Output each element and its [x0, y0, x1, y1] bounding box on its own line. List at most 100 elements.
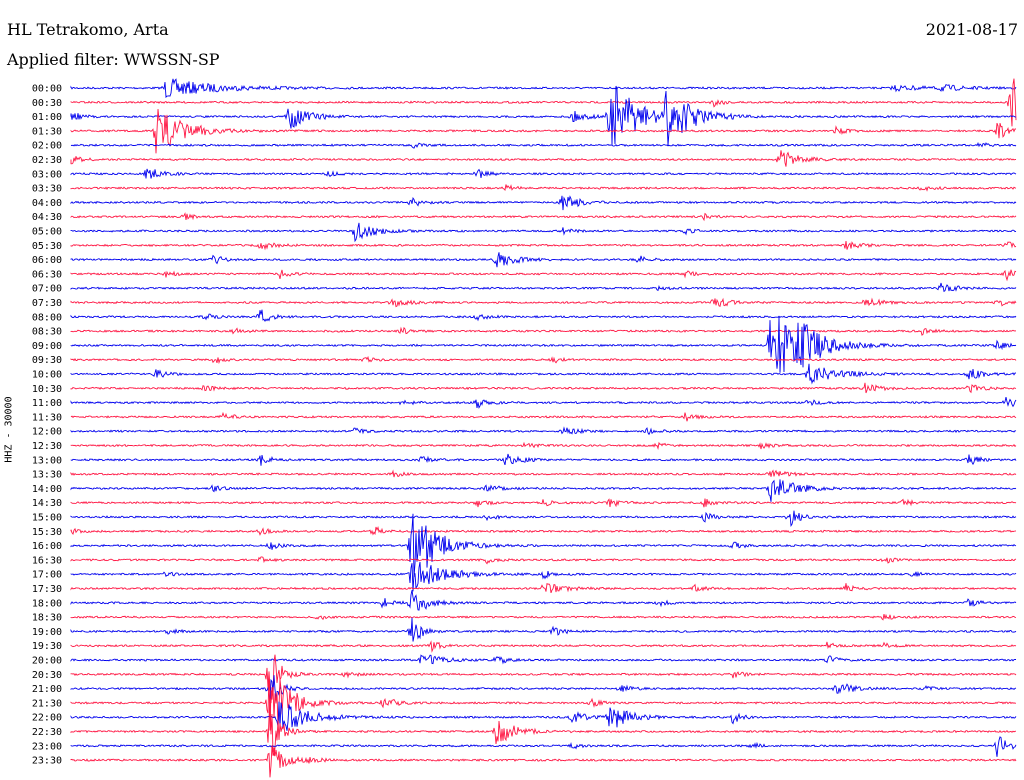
time-tick-label: 03:00 [32, 169, 62, 180]
time-tick-label: 16:30 [32, 555, 62, 566]
seismic-trace [70, 109, 1016, 154]
time-tick-label: 07:00 [32, 284, 62, 295]
time-tick-label: 10:00 [32, 370, 62, 381]
seismic-trace [70, 309, 1017, 323]
time-tick-label: 09:30 [32, 355, 62, 366]
time-tick-label: 14:30 [32, 498, 62, 509]
seismic-trace [70, 150, 1017, 167]
seismic-trace [70, 654, 1017, 704]
station-title: HL Tetrakomo, Arta [7, 20, 169, 39]
time-tick-label: 20:30 [32, 670, 62, 681]
seismic-trace [70, 316, 1017, 373]
time-tick-label: 11:30 [32, 412, 62, 423]
seismic-trace [70, 363, 1017, 385]
time-tick-label: 04:00 [32, 198, 62, 209]
time-tick-label: 13:30 [32, 470, 62, 481]
seismic-trace [70, 561, 1017, 592]
seismic-trace [70, 411, 1017, 422]
filter-label: Applied filter: WWSSN-SP [7, 50, 220, 69]
time-tick-label: 00:30 [32, 98, 62, 109]
seismic-trace [70, 526, 1017, 536]
seismic-trace [70, 701, 1017, 731]
time-tick-label: 13:00 [32, 455, 62, 466]
seismic-trace [70, 613, 1017, 621]
seismic-trace [70, 168, 1017, 179]
seismic-trace [70, 78, 1017, 99]
seismic-trace [70, 675, 1017, 704]
seismic-trace [70, 736, 1017, 757]
seismic-trace [70, 617, 1017, 642]
time-tick-label: 09:00 [32, 341, 62, 352]
seismic-trace [70, 326, 1017, 336]
seismic-trace [70, 184, 1017, 192]
seismic-trace [70, 441, 1017, 451]
seismic-trace [70, 85, 1017, 146]
time-tick-label: 01:00 [32, 112, 62, 123]
time-tick-label: 02:00 [32, 141, 62, 152]
time-tick-label: 01:30 [32, 126, 62, 137]
time-tick-label: 08:00 [32, 312, 62, 323]
time-tick-label: 19:00 [32, 627, 62, 638]
date-label: 2021-08-17 [925, 20, 1018, 39]
time-tick-label: 23:00 [32, 741, 62, 752]
seismic-trace [70, 583, 1017, 594]
time-tick-label: 02:30 [32, 155, 62, 166]
seismic-trace [70, 241, 1017, 251]
seismic-trace [70, 141, 1017, 149]
seismic-trace [70, 745, 1017, 778]
seismic-trace [70, 382, 1017, 394]
seismic-trace [70, 698, 1017, 757]
time-tick-label: 16:00 [32, 541, 62, 552]
seismic-trace [70, 469, 1017, 478]
time-tick-label: 06:30 [32, 269, 62, 280]
time-tick-label: 08:30 [32, 327, 62, 338]
time-tick-label: 17:30 [32, 584, 62, 595]
seismic-trace [70, 297, 1017, 308]
time-tick-label: 21:30 [32, 698, 62, 709]
time-tick-label: 18:30 [32, 613, 62, 624]
seismic-trace [70, 252, 1017, 268]
time-tick-label: 06:00 [32, 255, 62, 266]
time-tick-label: 12:30 [32, 441, 62, 452]
time-tick-label: 22:30 [32, 727, 62, 738]
seismic-trace [70, 640, 1017, 653]
seismic-trace [70, 498, 1017, 508]
time-tick-label: 18:00 [32, 598, 62, 609]
seismic-trace [70, 654, 1017, 665]
time-tick-label: 10:30 [32, 384, 62, 395]
seismic-trace [70, 510, 1017, 528]
time-tick-label: 22:00 [32, 713, 62, 724]
time-tick-label: 12:00 [32, 427, 62, 438]
seismic-trace [70, 513, 1017, 578]
seismic-trace [70, 78, 1017, 127]
seismic-trace [70, 453, 1017, 466]
time-tick-label: 19:30 [32, 641, 62, 652]
seismic-trace [70, 479, 1017, 502]
time-tick-label: 20:00 [32, 656, 62, 667]
seismic-trace [70, 355, 1017, 365]
seismic-trace [70, 397, 1017, 409]
time-tick-label: 03:30 [32, 184, 62, 195]
time-tick-label: 21:00 [32, 684, 62, 695]
seismic-trace [70, 282, 1017, 293]
seismic-trace [70, 195, 1017, 211]
time-tick-label: 04:30 [32, 212, 62, 223]
time-tick-label: 17:00 [32, 570, 62, 581]
seismic-trace [70, 222, 1017, 243]
seismic-trace [70, 673, 1016, 731]
time-tick-label: 15:30 [32, 527, 62, 538]
time-tick-label: 14:00 [32, 484, 62, 495]
time-tick-label: 07:30 [32, 298, 62, 309]
seismic-trace [70, 426, 1017, 436]
seismic-trace [70, 556, 1017, 565]
time-tick-label: 11:00 [32, 398, 62, 409]
time-tick-label: 05:00 [32, 227, 62, 238]
seismic-trace [70, 269, 1017, 282]
seismic-trace [70, 590, 1017, 611]
time-tick-label: 23:30 [32, 756, 62, 767]
time-tick-label: 15:00 [32, 513, 62, 524]
seismic-trace [70, 212, 1017, 222]
time-tick-label: 05:30 [32, 241, 62, 252]
time-tick-label: 00:00 [32, 84, 62, 95]
